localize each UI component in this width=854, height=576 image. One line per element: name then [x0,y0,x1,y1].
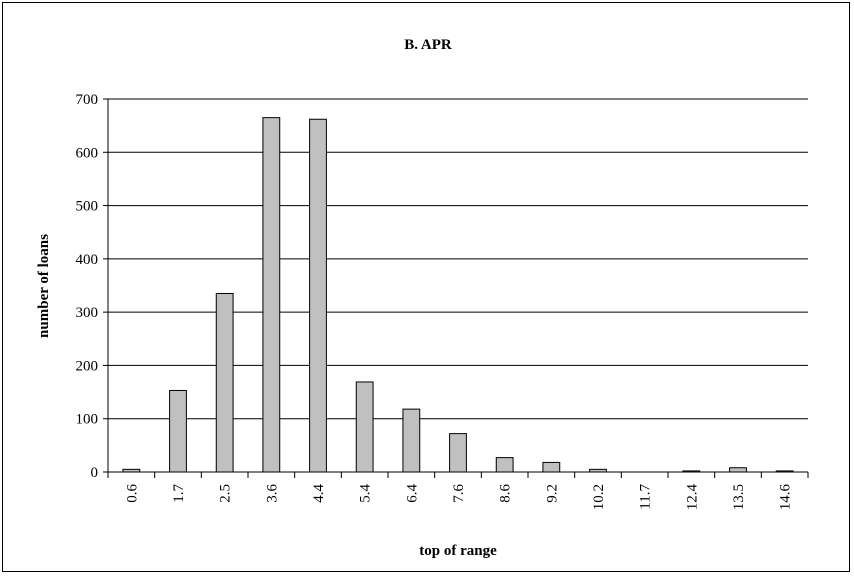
bar-9.2 [542,461,561,473]
bar-2.5 [215,292,234,473]
x-tick-label: 14.6 [778,484,794,511]
x-tick-label: 2.5 [218,484,234,503]
axes [103,98,809,478]
x-tick-label: 8.6 [498,484,514,503]
bar-6.4 [402,408,421,473]
y-tick-label: 600 [76,145,99,161]
bar-7.6 [449,433,467,473]
x-tick-label: 10.2 [591,484,607,510]
y-axis-label: number of loans [36,234,52,338]
y-tick-label: 100 [76,412,99,428]
x-tick-label: 9.2 [544,484,560,503]
bar-8.6 [495,457,514,473]
x-tick-label: 4.4 [311,484,327,503]
bar-4.4 [309,118,327,473]
bar-5.4 [355,381,374,473]
y-tick-label: 500 [76,199,99,215]
x-tick-label: 3.6 [264,484,280,503]
x-tick-label: 13.5 [731,484,747,510]
x-tick-label: 7.6 [451,484,467,503]
x-tick-label: 5.4 [358,484,374,503]
x-tick-label: 0.6 [124,484,140,503]
x-tick-label: 1.7 [171,484,187,503]
y-tick-label: 700 [76,92,99,108]
y-tick-label: 400 [76,252,99,268]
x-tick-label: 6.4 [404,484,420,503]
x-tick-label: 12.4 [684,484,700,511]
bar-13.5 [729,467,747,473]
x-tick-label: 11.7 [638,484,654,510]
x-axis-label: top of range [419,543,497,559]
bar-1.7 [169,389,187,473]
bars [122,117,794,473]
y-tick-label: 300 [76,305,99,321]
x-tick-labels: 0.6 1.7 2.5 3.6 4.4 5.4 6.4 7.6 8.6 9.2 10.2 11.7 12… [124,484,793,511]
y-tick-labels: 0 100 200 300 400 500 600 700 [76,92,99,481]
bar-3.6 [262,117,281,473]
y-tick-label: 200 [76,358,99,374]
chart-title: B. APR [404,37,452,53]
grid-lines [108,98,808,420]
y-tick-label: 0 [91,465,99,481]
